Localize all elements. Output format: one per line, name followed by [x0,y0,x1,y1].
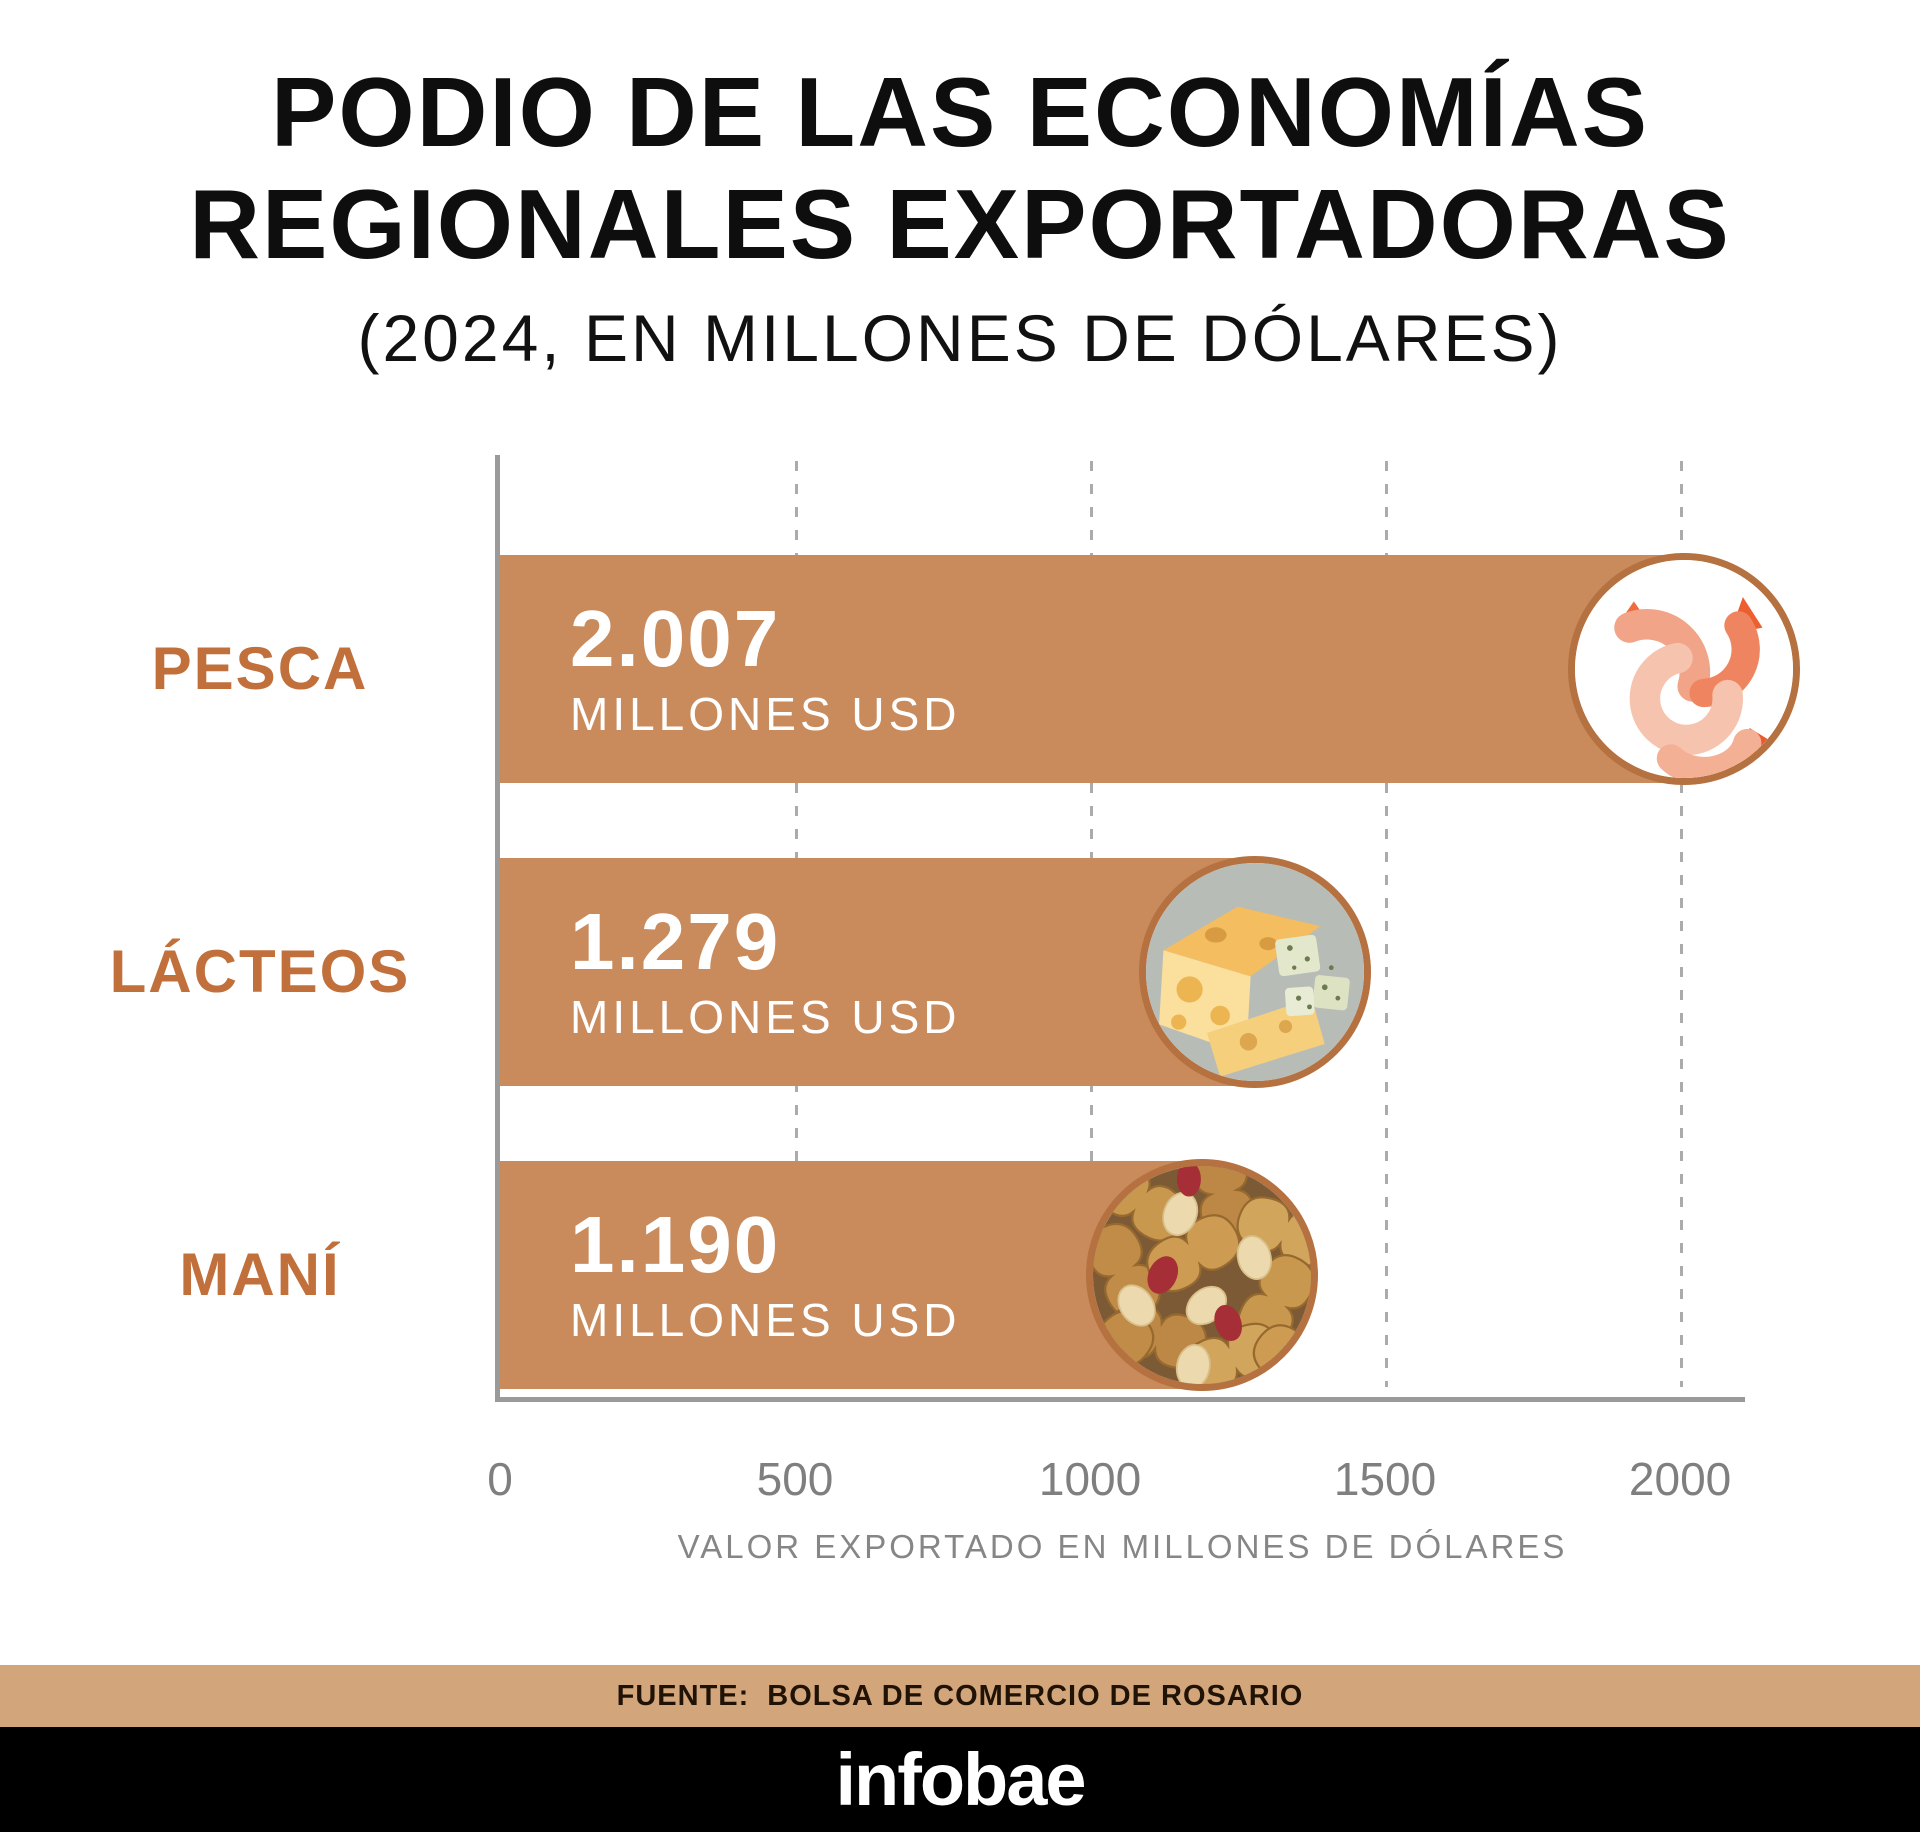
gridline-2000 [1680,461,1684,1387]
infobae-logo: infobae [835,1738,1086,1821]
bar-lacteos [500,858,1255,1086]
x-tick-500: 500 [756,1453,834,1505]
bar-unit-lacteos: MILLONES USD [570,991,961,1043]
bar-text-pesca: 2.007 MILLONES USD [570,597,961,741]
category-label-pesca: PESCA [151,635,369,702]
bar-row-pesca: 2.007 MILLONES USD [500,553,1801,785]
category-label-mani: MANÍ [179,1241,341,1308]
x-tick-0: 0 [487,1453,513,1505]
photo-circle-lacteos [1138,856,1371,1088]
page-subtitle: (2024, EN MILLONES DE DÓLARES) [357,301,1563,375]
x-axis-caption: VALOR EXPORTADO EN MILLONES DE DÓLARES [677,1528,1568,1565]
gridline-1500 [1385,461,1389,1387]
logo-band: infobae [0,1727,1920,1832]
bar-mani [500,1161,1203,1389]
photo-circle-mani [1086,1159,1319,1391]
peanuts-icon [1093,1166,1312,1384]
bar-pesca [500,555,1685,783]
shrimp-icon [1575,560,1794,778]
x-tick-1500: 1500 [1333,1453,1437,1505]
page-title: PODIO DE LAS ECONOMÍAS REGIONALES EXPORT… [0,56,1920,280]
cheese-icon [1145,863,1364,1081]
source-band: FUENTE: BOLSA DE COMERCIO DE ROSARIO [0,1665,1920,1727]
y-axis-line [495,455,500,1402]
bar-value-mani: 1.190 [570,1200,781,1289]
source-prefix: FUENTE: [616,1679,750,1712]
x-tick-2000: 2000 [1628,1453,1732,1505]
photo-circle-pesca [1568,553,1801,785]
bar-row-mani: 1.190 MILLONES USD [500,1159,1319,1391]
bar-text-mani: 1.190 MILLONES USD [570,1203,961,1347]
bar-value-pesca: 2.007 [570,594,781,683]
x-tick-1000: 1000 [1038,1453,1142,1505]
bar-unit-mani: MILLONES USD [570,1294,961,1346]
category-label-lacteos: LÁCTEOS [109,938,411,1005]
x-axis-line [495,1397,1745,1402]
bar-value-lacteos: 1.279 [570,897,781,986]
bar-unit-pesca: MILLONES USD [570,688,961,740]
bar-row-lacteos: 1.279 MILLONES USD [500,856,1371,1088]
title-line-1: PODIO DE LAS ECONOMÍAS [270,57,1649,167]
source-text: BOLSA DE COMERCIO DE ROSARIO [767,1679,1304,1712]
bar-chart-plot-area: 2.007 MILLONES USD 1.279 [495,455,1801,1402]
bar-text-lacteos: 1.279 MILLONES USD [570,900,961,1044]
title-line-2: REGIONALES EXPORTADORAS [189,169,1731,279]
